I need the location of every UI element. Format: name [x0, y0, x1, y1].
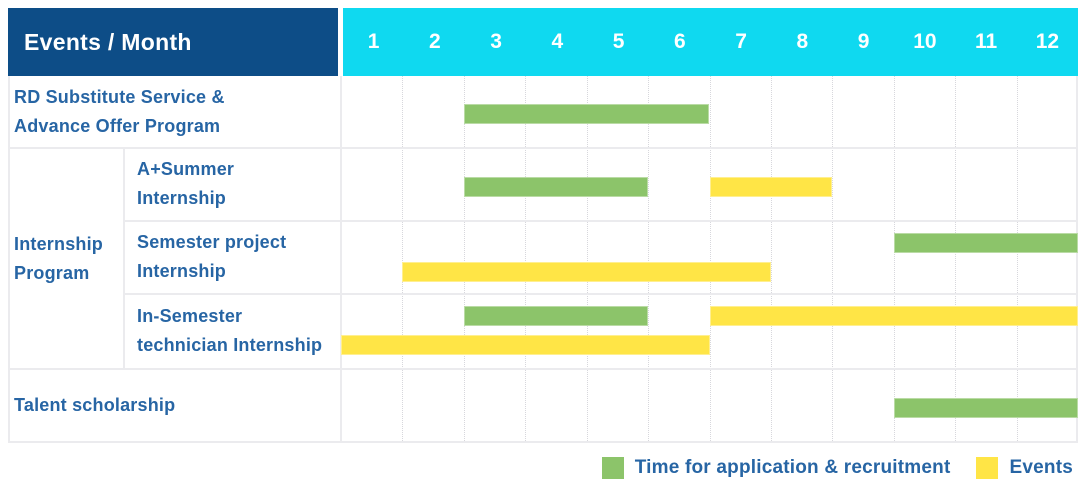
legend-label-events: Events [1009, 457, 1073, 478]
month-grid-line-6 [709, 76, 711, 443]
row-label-a-plus-summer-internship: A+Summer Internship [137, 159, 235, 208]
month-header-10: 10 [913, 30, 937, 53]
month-header-5: 5 [612, 30, 625, 53]
month-grid-line-11 [1016, 76, 1018, 443]
group-column-divider [123, 148, 125, 369]
row-label-talent-scholarship: Talent scholarship [14, 394, 176, 415]
legend-swatch-application [601, 457, 624, 479]
month-header-9: 9 [857, 30, 870, 53]
gantt-bar-application-m3-m6 [463, 104, 710, 124]
month-grid-line-2 [463, 76, 465, 443]
month-header-4: 4 [551, 30, 564, 53]
month-grid-line-7 [770, 76, 772, 443]
month-header-3: 3 [490, 30, 502, 53]
gantt-bar-application-m3-m5 [463, 306, 649, 326]
row-separator [123, 220, 1078, 222]
month-header-11: 11 [975, 30, 998, 53]
row-separator [123, 293, 1078, 295]
row-separator [8, 368, 1078, 370]
month-header-8: 8 [796, 30, 809, 53]
frame-right-border [1076, 76, 1078, 443]
gantt-bar-application-m10-m12 [893, 398, 1078, 418]
legend-swatch-events [976, 457, 999, 479]
month-header-2: 2 [429, 30, 441, 53]
month-header-1: 1 [367, 30, 380, 53]
legend: Time for application & recruitment Event… [601, 457, 1073, 479]
gantt-bar-application-m10-m12 [893, 233, 1078, 253]
month-header-6: 6 [674, 30, 686, 53]
month-grid-line-8 [832, 76, 834, 443]
row-label-semester-project-internship: Semester project Internship [137, 232, 287, 281]
month-grid-line-10 [955, 76, 957, 443]
month-grid-line-3 [525, 76, 527, 443]
gantt-bar-events-m1-m6 [341, 335, 710, 355]
frame-left-border [8, 76, 10, 443]
gantt-bar-events-m7-m12 [709, 306, 1078, 326]
row-label-in-semester-technician-internship: In-Semester technician Internship [137, 306, 323, 355]
gantt-bar-application-m3-m5 [463, 177, 649, 197]
month-header-row: 1 2 3 4 5 6 7 8 9 10 11 12 [343, 8, 1078, 76]
gantt-bar-events-m2-m7 [402, 262, 771, 282]
header-title: Events / Month [24, 28, 192, 55]
group-label-internship-program: Internship Program [14, 233, 104, 283]
frame-bottom-border [8, 441, 1078, 443]
month-grid-line-1 [402, 76, 404, 443]
month-header-7: 7 [735, 30, 747, 53]
row-separator [8, 147, 1078, 149]
label-column-divider [340, 76, 342, 443]
month-grid-line-4 [586, 76, 588, 443]
month-header-12: 12 [1035, 30, 1060, 53]
header-title-cell: Events / Month [8, 8, 338, 76]
gantt-bar-events-m7-m8 [709, 177, 833, 197]
month-grid-line-5 [648, 76, 650, 443]
month-grid-line-9 [893, 76, 895, 443]
row-label-rd-substitute-service: RD Substitute Service & Advance Offer Pr… [14, 87, 225, 136]
legend-label-application: Time for application & recruitment [634, 457, 951, 478]
